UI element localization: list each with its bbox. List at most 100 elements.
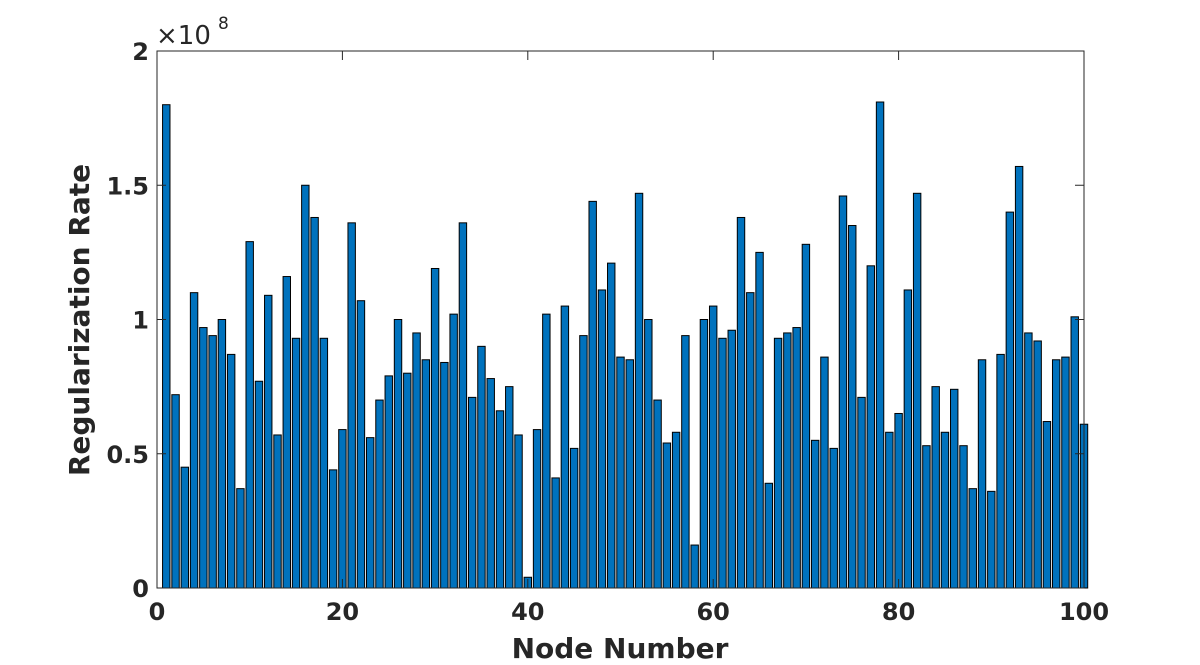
bar-node-66 — [764, 482, 774, 589]
bar-node-43 — [551, 477, 560, 589]
x-tick-label-20: 20 — [326, 598, 359, 626]
bar-node-74 — [838, 195, 848, 589]
bar-node-1 — [162, 104, 171, 589]
bar-node-75 — [848, 225, 857, 589]
bar-node-59 — [699, 319, 709, 589]
bar-node-10 — [245, 241, 254, 589]
x-tick-label-40: 40 — [511, 598, 544, 626]
ticks-group: 0 20 40 60 80 100 0 0.5 1 1.5 2 — [106, 38, 1109, 626]
bar-node-81 — [903, 289, 913, 589]
bar-node-28 — [412, 332, 421, 589]
bar-node-5 — [199, 327, 208, 589]
bar-node-92 — [1005, 211, 1015, 589]
bar-node-12 — [264, 294, 273, 589]
bar-node-77 — [866, 265, 876, 589]
y-tick-label-0: 0 — [132, 575, 149, 603]
bar-node-93 — [1014, 165, 1024, 589]
bar-node-13 — [273, 434, 282, 589]
bar-node-88 — [968, 488, 977, 589]
bar-node-70 — [801, 243, 811, 589]
bar-node-85 — [940, 431, 950, 589]
bar-node-76 — [857, 396, 866, 589]
bar-node-44 — [560, 305, 570, 589]
bar-node-94 — [1024, 332, 1033, 589]
bar-node-73 — [829, 447, 838, 589]
bar-node-89 — [977, 359, 987, 589]
bar-node-67 — [773, 337, 783, 589]
bar-node-29 — [421, 359, 431, 589]
y-exponent: ×10 8 — [156, 14, 229, 51]
bar-node-86 — [950, 388, 959, 589]
bar-node-57 — [681, 335, 690, 589]
bar-node-58 — [690, 544, 699, 589]
bar-node-15 — [291, 337, 301, 589]
bar-node-45 — [569, 447, 579, 589]
bar-node-35 — [477, 345, 486, 589]
bar-node-27 — [403, 372, 412, 589]
bar-node-51 — [625, 359, 634, 589]
bar-node-24 — [375, 399, 384, 589]
bar-node-34 — [467, 396, 477, 589]
x-tick-label-100: 100 — [1059, 598, 1109, 626]
bar-node-65 — [755, 251, 764, 589]
bar-node-80 — [894, 412, 903, 589]
bar-node-72 — [820, 356, 829, 589]
y-tick-label-0.5: 0.5 — [106, 441, 149, 469]
bar-node-49 — [607, 262, 616, 589]
bar-node-78 — [875, 101, 885, 589]
bar-node-53 — [644, 319, 653, 589]
bar-node-90 — [987, 490, 996, 589]
bar-node-71 — [810, 439, 820, 589]
x-tick-label-0: 0 — [149, 598, 166, 626]
bar-node-21 — [347, 222, 356, 589]
bar-node-19 — [328, 469, 338, 589]
bar-node-82 — [912, 192, 922, 589]
bar-node-38 — [505, 386, 514, 589]
bar-node-83 — [922, 445, 931, 589]
bar-node-14 — [282, 276, 291, 589]
bar-node-84 — [931, 386, 940, 589]
y-tick-label-2: 2 — [132, 38, 149, 66]
bar-node-36 — [486, 378, 495, 589]
bar-node-56 — [671, 431, 681, 589]
bar-node-33 — [458, 222, 468, 589]
bar-node-23 — [366, 437, 375, 589]
bar-node-64 — [746, 292, 755, 589]
bar-node-16 — [301, 184, 310, 589]
bar-node-7 — [217, 319, 227, 589]
bar-node-39 — [514, 434, 523, 589]
bar-node-69 — [792, 327, 801, 589]
bar-node-61 — [718, 337, 727, 589]
bar-node-20 — [338, 429, 347, 589]
bar-node-52 — [634, 192, 644, 589]
bar-node-18 — [319, 337, 329, 589]
bar-node-31 — [440, 361, 449, 589]
bar-node-62 — [727, 329, 736, 589]
bar-node-63 — [736, 216, 746, 589]
bar-node-22 — [356, 300, 366, 589]
bar-node-26 — [393, 319, 403, 589]
bar-node-97 — [1051, 359, 1061, 589]
bar-node-95 — [1033, 340, 1042, 589]
bar-node-37 — [495, 410, 505, 589]
bar-node-50 — [616, 356, 625, 589]
bar-node-79 — [885, 431, 894, 589]
bar-node-46 — [579, 335, 588, 589]
bar-node-87 — [959, 445, 968, 589]
bar-node-6 — [208, 335, 217, 589]
bar-node-91 — [996, 353, 1005, 589]
bar-node-96 — [1042, 421, 1052, 589]
y-tick-label-1: 1 — [132, 307, 149, 335]
bar-node-99 — [1070, 316, 1079, 589]
bar-node-42 — [542, 313, 551, 589]
bar-node-68 — [783, 332, 792, 589]
bar-node-54 — [653, 399, 662, 589]
bar-node-9 — [236, 488, 245, 589]
x-axis-label: Node Number — [512, 632, 729, 665]
bar-node-41 — [532, 429, 542, 589]
x-tick-label-80: 80 — [882, 598, 915, 626]
bar-node-17 — [310, 216, 319, 589]
bar-node-48 — [597, 289, 607, 589]
bar-node-55 — [662, 442, 672, 589]
